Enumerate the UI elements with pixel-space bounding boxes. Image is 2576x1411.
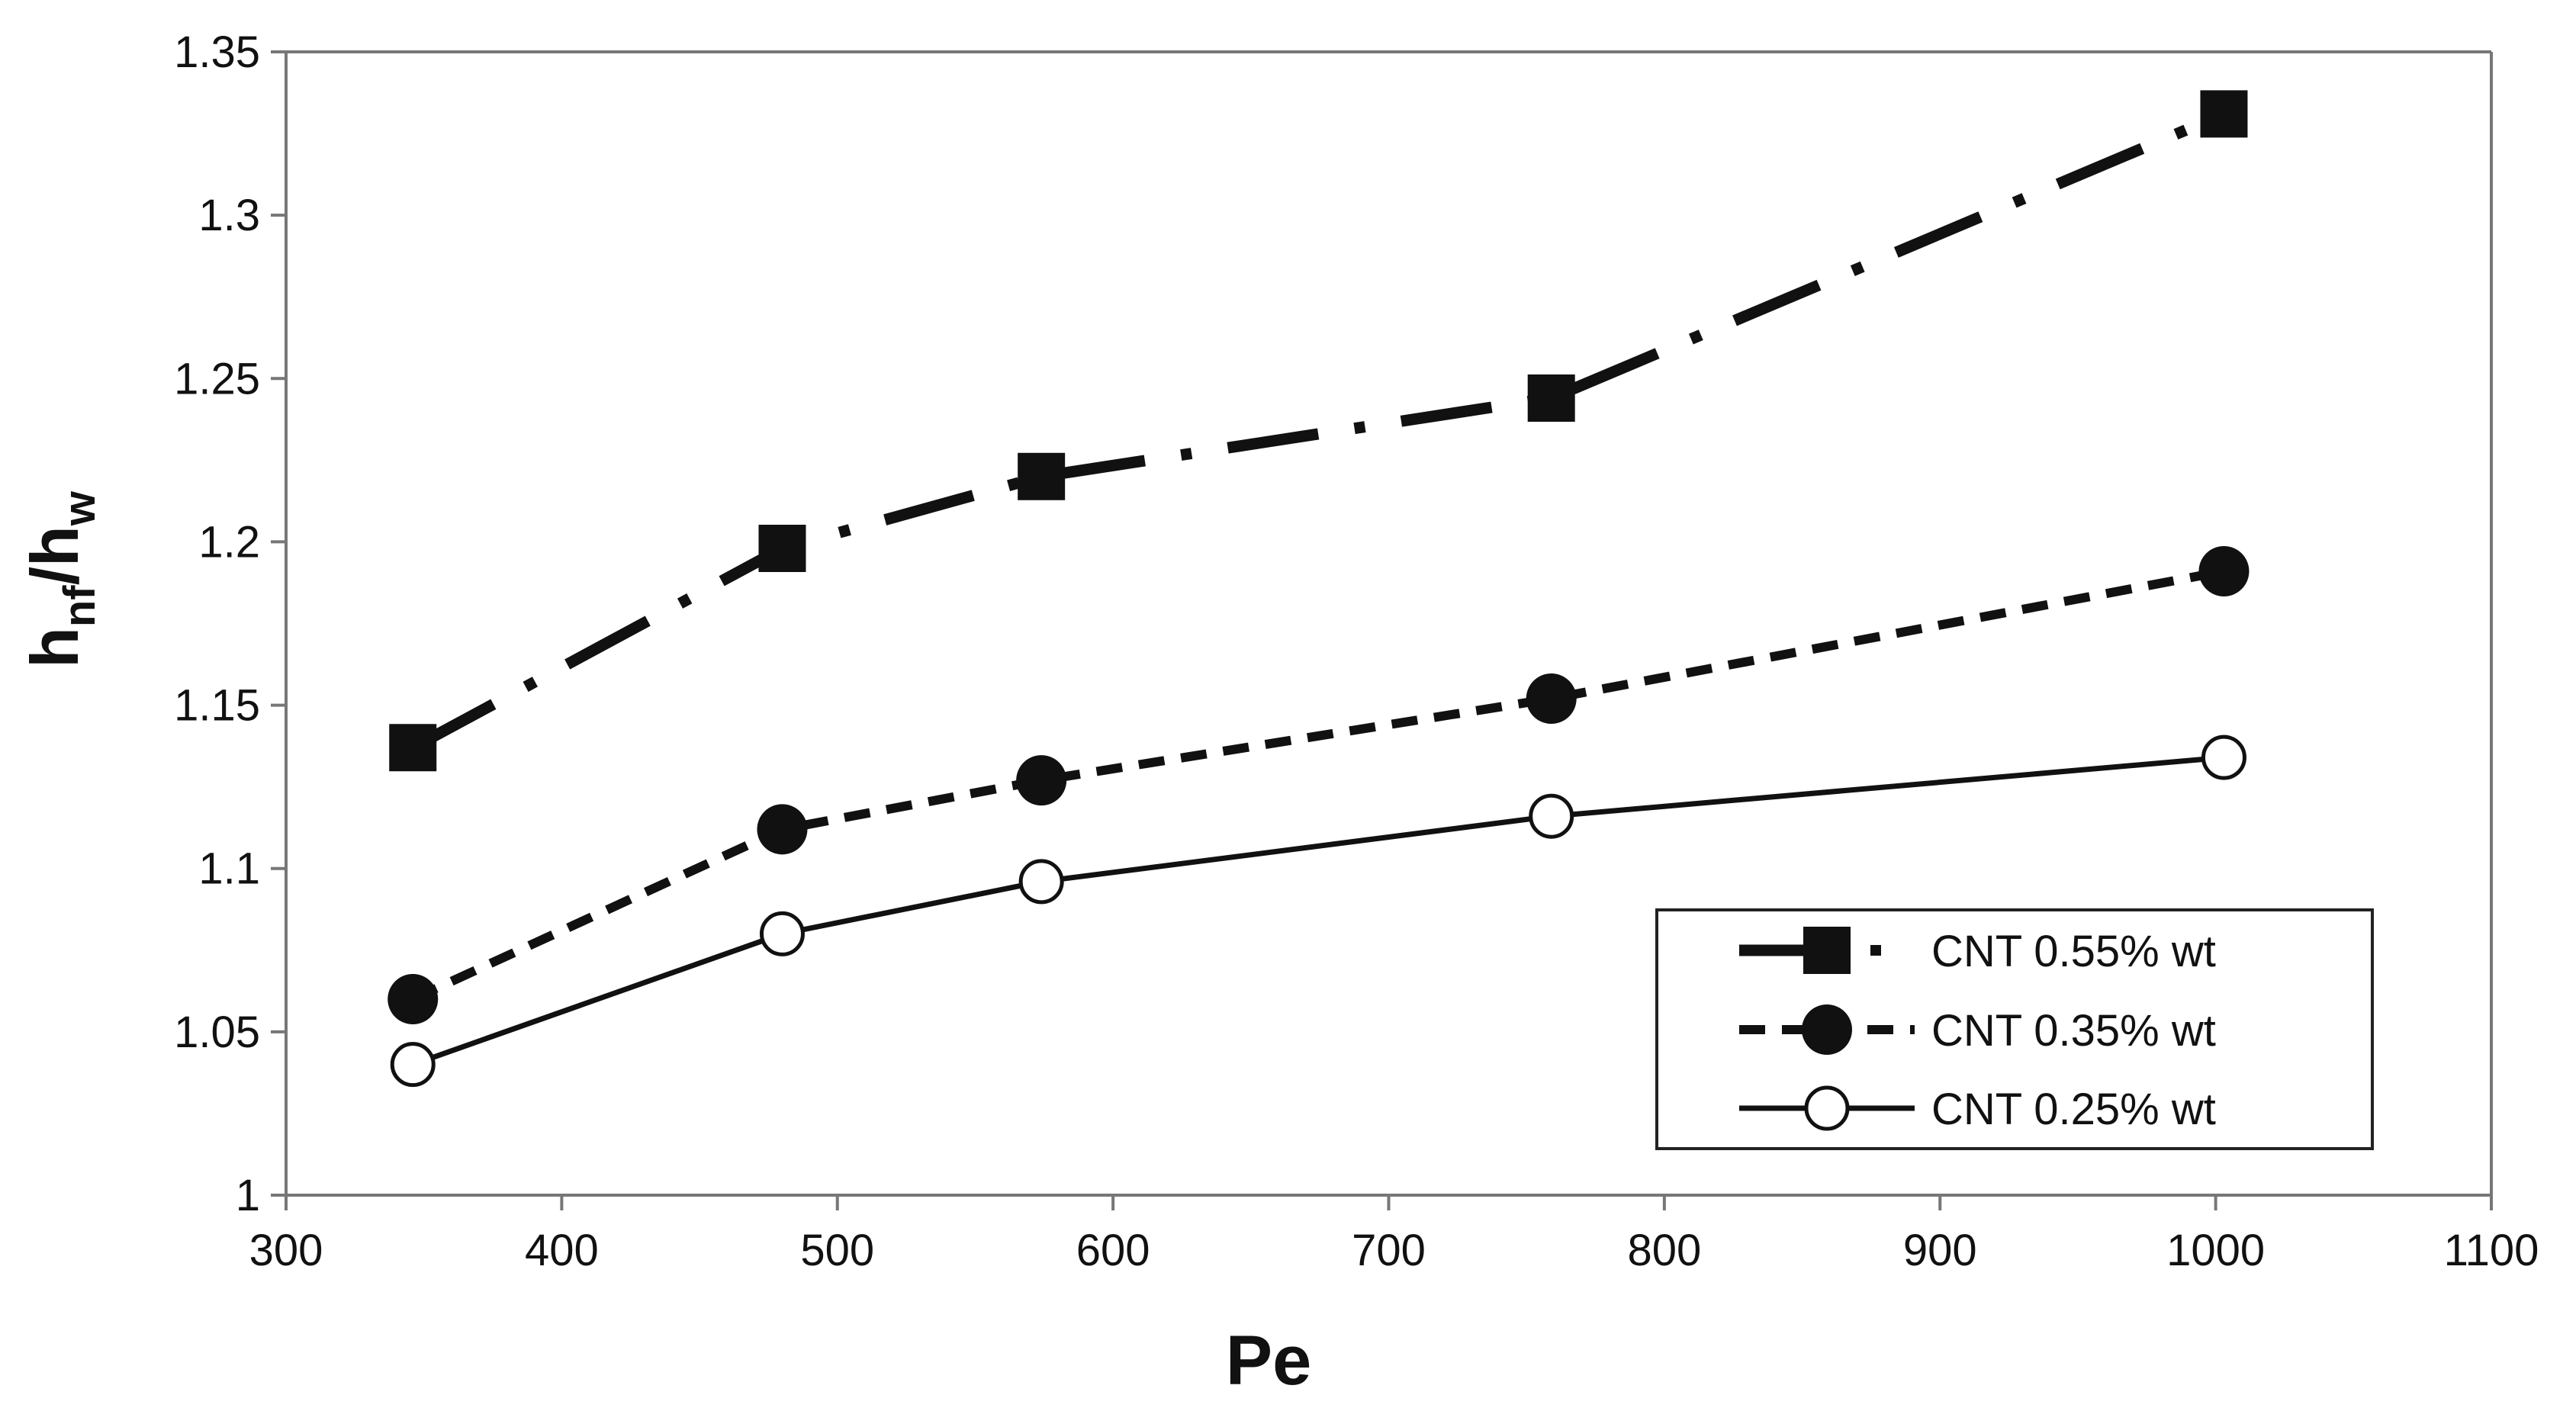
- x-tick-label: 1000: [2166, 1226, 2265, 1275]
- legend-label-3: CNT 0.25% wt: [1931, 1085, 2216, 1134]
- legend: CNT 0.55% wt CNT 0.35% wt CNT 0.25% wt: [1655, 908, 2374, 1150]
- data-point-series-3: [390, 1042, 436, 1088]
- y-tick-label: 1.1: [198, 844, 260, 894]
- y-tick-label: 1.15: [174, 681, 260, 731]
- x-tick-label: 500: [800, 1226, 874, 1275]
- data-point-series-2: [1016, 755, 1067, 806]
- data-point-series-1: [2200, 90, 2248, 138]
- y-ticks: 1 1.05 1.1 1.15 1.2 1.25 1.3 1.35: [174, 27, 286, 1220]
- x-tick-label: 300: [249, 1226, 323, 1275]
- data-point-series-3: [1529, 793, 1574, 839]
- y-axis-title-sub-nf: nf: [55, 585, 105, 627]
- y-tick-label: 1.05: [174, 1008, 260, 1057]
- data-point-series-2: [757, 804, 808, 855]
- y-axis-title-sub-w: w: [55, 490, 105, 526]
- y-axis-title-sep: /h: [17, 526, 92, 585]
- y-axis-title-main: h: [17, 627, 92, 668]
- y-tick-label: 1: [236, 1171, 260, 1220]
- x-tick-label: 800: [1627, 1226, 1701, 1275]
- data-point-series-1: [758, 524, 806, 572]
- x-tick-label: 600: [1076, 1226, 1150, 1275]
- x-tick-label: 900: [1903, 1226, 1977, 1275]
- series-line-2: [410, 567, 2225, 1004]
- y-axis-title: hnf/hw: [17, 490, 105, 668]
- x-tick-label: 700: [1352, 1226, 1426, 1275]
- data-point-series-3: [759, 911, 805, 956]
- series-line-1: [410, 108, 2227, 753]
- legend-label-1: CNT 0.55% wt: [1931, 927, 2216, 976]
- legend-marker-2: [1802, 1004, 1852, 1055]
- y-tick-label: 1.35: [174, 27, 260, 77]
- legend-dot: [1870, 945, 1881, 956]
- x-axis-title: Pe: [1226, 1322, 1312, 1400]
- data-point-series-1: [389, 724, 437, 772]
- y-tick-label: 1.3: [198, 191, 260, 240]
- x-ticks: 300 400 500 600 700 800 900 1000 1100: [249, 1195, 2539, 1275]
- series-markers: [388, 90, 2250, 1088]
- y-tick-label: 1.2: [198, 517, 260, 567]
- x-tick-label: 400: [525, 1226, 599, 1275]
- data-point-series-2: [1526, 673, 1577, 725]
- data-point-series-1: [1527, 374, 1575, 422]
- y-tick-label: 1.25: [174, 354, 260, 403]
- legend-label-2: CNT 0.35% wt: [1931, 1006, 2216, 1056]
- data-point-series-1: [1018, 452, 1066, 500]
- data-point-series-3: [2201, 734, 2246, 780]
- x-tick-label: 1100: [2444, 1226, 2539, 1275]
- legend-marker-3: [1804, 1085, 1850, 1131]
- data-point-series-2: [388, 974, 439, 1025]
- legend-marker-1: [1803, 927, 1851, 974]
- data-point-series-3: [1018, 859, 1064, 905]
- data-point-series-2: [2198, 545, 2250, 596]
